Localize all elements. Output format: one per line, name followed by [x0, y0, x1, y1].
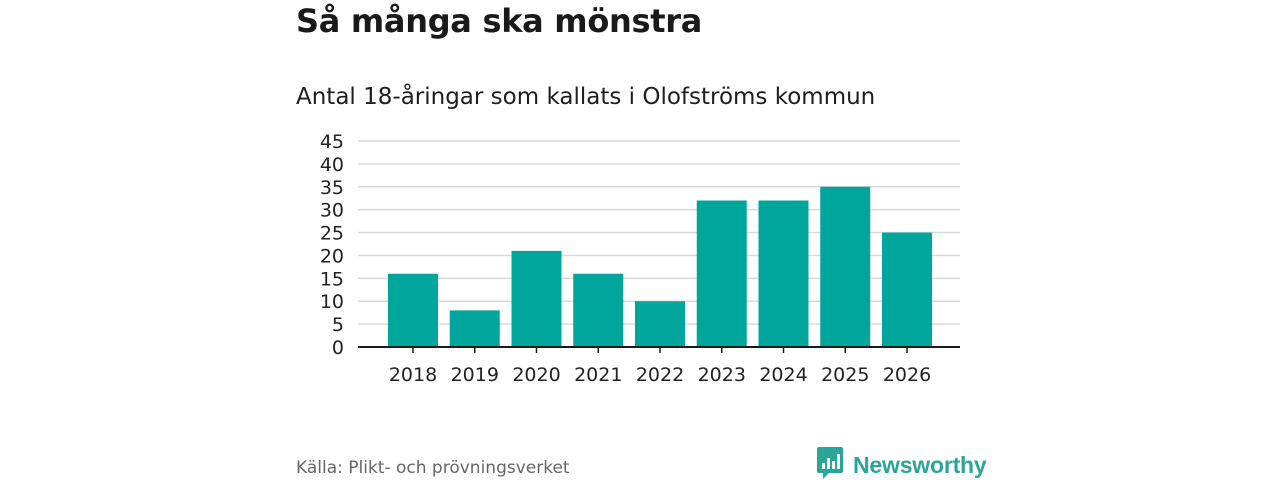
- newsworthy-logo-icon: [815, 446, 845, 484]
- x-tick-label: 2023: [698, 364, 746, 386]
- chart-subtitle: Antal 18-åringar som kallats i Olofström…: [296, 84, 876, 110]
- x-tick-label: 2024: [759, 364, 807, 386]
- x-tick-label: 2020: [512, 364, 560, 386]
- bar-2022: [635, 301, 685, 347]
- chart-title: Så många ska mönstra: [296, 2, 703, 40]
- brand-logo[interactable]: Newsworthy: [815, 446, 987, 484]
- y-tick-label: 0: [332, 337, 344, 359]
- y-tick-label: 15: [320, 268, 344, 290]
- x-axis-ticks: 2018 2019 2020 2021 2022 2023 2024 2025 2026: [389, 347, 931, 386]
- y-tick-label: 25: [320, 223, 344, 245]
- brand-name: Newsworthy: [853, 451, 987, 478]
- x-tick-label: 2026: [883, 364, 931, 386]
- x-tick-label: 2019: [451, 364, 499, 386]
- x-tick-label: 2025: [821, 364, 869, 386]
- bar-2023: [696, 200, 747, 347]
- x-tick-label: 2018: [389, 364, 437, 386]
- y-tick-label: 5: [332, 314, 344, 336]
- bars: [388, 186, 932, 347]
- bar-2026: [882, 232, 932, 347]
- y-tick-label: 40: [320, 154, 344, 176]
- bar-2019: [449, 310, 500, 347]
- bar-2020: [511, 250, 562, 347]
- y-tick-label: 30: [320, 200, 344, 222]
- bar-2021: [573, 273, 624, 347]
- y-tick-label: 35: [320, 177, 344, 199]
- bar-2018: [388, 273, 438, 347]
- x-tick-label: 2021: [574, 364, 622, 386]
- y-tick-label: 20: [320, 245, 344, 267]
- bar-2024: [758, 200, 809, 347]
- x-tick-label: 2022: [636, 364, 684, 386]
- bar-2025: [820, 186, 871, 347]
- source-note: Källa: Plikt- och prövningsverket: [296, 458, 570, 478]
- y-tick-label: 45: [320, 131, 344, 153]
- y-tick-label: 10: [320, 291, 344, 313]
